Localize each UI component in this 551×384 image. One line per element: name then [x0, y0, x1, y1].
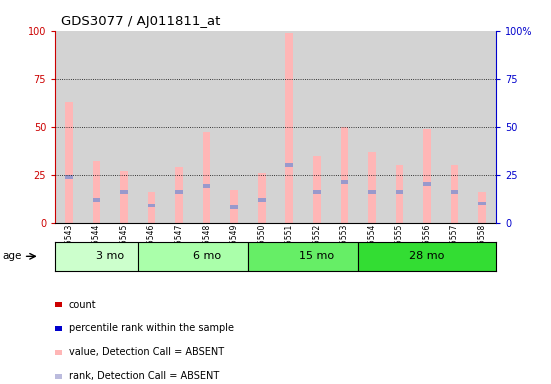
Bar	[258, 173, 266, 223]
Bar	[368, 152, 376, 223]
Bar	[468, 31, 496, 223]
Bar	[478, 192, 486, 223]
Bar	[313, 190, 321, 194]
Bar	[358, 242, 496, 271]
Bar	[175, 167, 183, 223]
Bar	[341, 180, 348, 184]
Bar	[478, 202, 486, 205]
Text: 15 mo: 15 mo	[299, 251, 334, 262]
Bar	[285, 33, 293, 223]
Bar	[248, 31, 276, 223]
Bar	[423, 129, 431, 223]
Bar	[230, 190, 238, 223]
Bar	[441, 31, 468, 223]
Bar	[276, 31, 303, 223]
Bar	[93, 161, 100, 223]
Bar	[368, 190, 376, 194]
Text: age: age	[3, 251, 22, 262]
Bar	[248, 242, 386, 271]
Bar	[451, 190, 458, 194]
Bar	[396, 190, 403, 194]
Bar	[83, 31, 110, 223]
Bar	[65, 175, 73, 179]
Bar	[203, 184, 210, 188]
Bar	[138, 242, 276, 271]
Bar	[451, 165, 458, 223]
Text: count: count	[69, 300, 96, 310]
Text: GDS3077 / AJ011811_at: GDS3077 / AJ011811_at	[61, 15, 220, 28]
Bar	[423, 182, 431, 186]
Text: rank, Detection Call = ABSENT: rank, Detection Call = ABSENT	[69, 371, 219, 381]
Bar	[165, 31, 193, 223]
Bar	[303, 31, 331, 223]
Bar	[341, 127, 348, 223]
Bar	[55, 31, 83, 223]
Text: 3 mo: 3 mo	[96, 251, 125, 262]
Bar	[148, 204, 155, 207]
Bar	[110, 31, 138, 223]
Bar	[55, 242, 165, 271]
Bar	[331, 31, 358, 223]
Text: 28 mo: 28 mo	[409, 251, 445, 262]
Bar	[313, 156, 321, 223]
Bar	[413, 31, 441, 223]
Bar	[120, 171, 128, 223]
Bar	[193, 31, 220, 223]
Bar	[396, 165, 403, 223]
Bar	[358, 31, 386, 223]
Bar	[138, 31, 165, 223]
Bar	[386, 31, 413, 223]
Bar	[93, 198, 100, 202]
Bar	[230, 205, 238, 209]
Bar	[148, 192, 155, 223]
Text: value, Detection Call = ABSENT: value, Detection Call = ABSENT	[69, 347, 224, 357]
Text: 6 mo: 6 mo	[192, 251, 221, 262]
Text: percentile rank within the sample: percentile rank within the sample	[69, 323, 234, 333]
Bar	[203, 132, 210, 223]
Bar	[285, 163, 293, 167]
Bar	[65, 102, 73, 223]
Bar	[258, 198, 266, 202]
Bar	[220, 31, 248, 223]
Bar	[175, 190, 183, 194]
Bar	[120, 190, 128, 194]
